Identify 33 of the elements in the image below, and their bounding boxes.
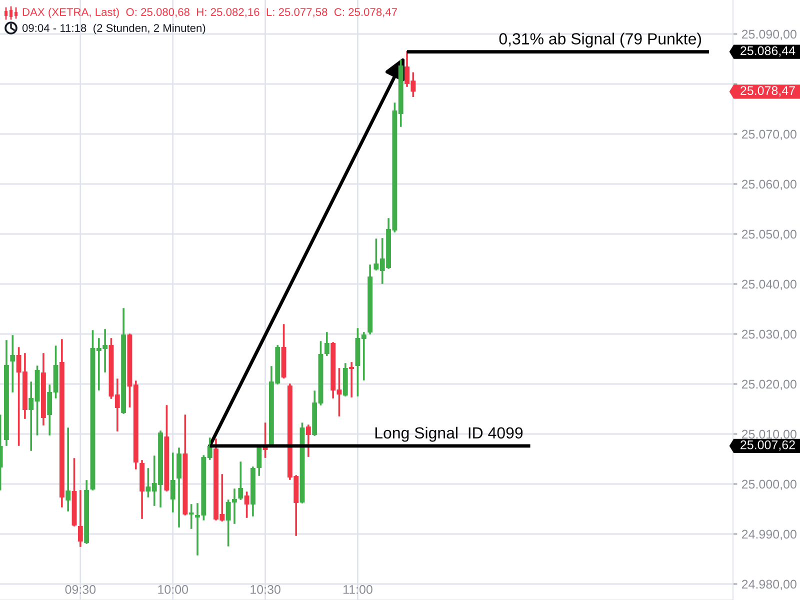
x-tick-label: 10:00 <box>158 585 188 594</box>
candlestick <box>324 332 330 356</box>
y-tick-label: 25.050,00 <box>742 230 796 240</box>
text: 25.078,47 <box>740 86 795 96</box>
y-tick-label: 25.070,00 <box>742 130 796 140</box>
candlestick <box>306 424 311 457</box>
text: DAX (XETRA, Last) O: 25.080,68 H: 25.082,16 L: 25.077,58 C: 25.078,47 <box>22 8 397 18</box>
candlestick <box>256 445 262 476</box>
y-tick-label: 25.010,00 <box>742 430 796 440</box>
x-tick-label: 10:30 <box>250 585 280 594</box>
series-label: 0,31% ab Signal (79 Punkte) <box>499 32 702 48</box>
candlestick <box>238 462 244 500</box>
candlestick <box>188 504 194 529</box>
y-tick-label: 25.020,00 <box>742 380 796 390</box>
y-tick-label: 25.060,00 <box>742 180 796 190</box>
candlestick <box>66 428 71 512</box>
y-tick-label: 25.000,00 <box>742 480 796 490</box>
y-tick-label: 25.040,00 <box>742 280 796 290</box>
y-tick-label: 25.030,00 <box>742 330 796 340</box>
y-tick-label: 25.090,00 <box>742 30 796 40</box>
x-tick-label: 09:30 <box>65 585 96 594</box>
candlestick <box>349 362 354 398</box>
candlestick <box>244 492 250 518</box>
candlestick <box>78 490 83 547</box>
y-tick-label: 24.990,00 <box>742 530 796 540</box>
y-tick-label: 24.980,00 <box>742 580 796 590</box>
candlestick <box>10 335 16 392</box>
text: 09:04 - 11:18 (2 Stunden, 2 Minuten) <box>22 24 206 34</box>
series-label: Long Signal ID 4099 <box>375 426 523 442</box>
text: 25.007,62 <box>740 440 795 451</box>
text: 25.086,44 <box>740 46 796 57</box>
x-tick-label: 11:00 <box>343 585 372 594</box>
candlestick <box>170 452 176 512</box>
